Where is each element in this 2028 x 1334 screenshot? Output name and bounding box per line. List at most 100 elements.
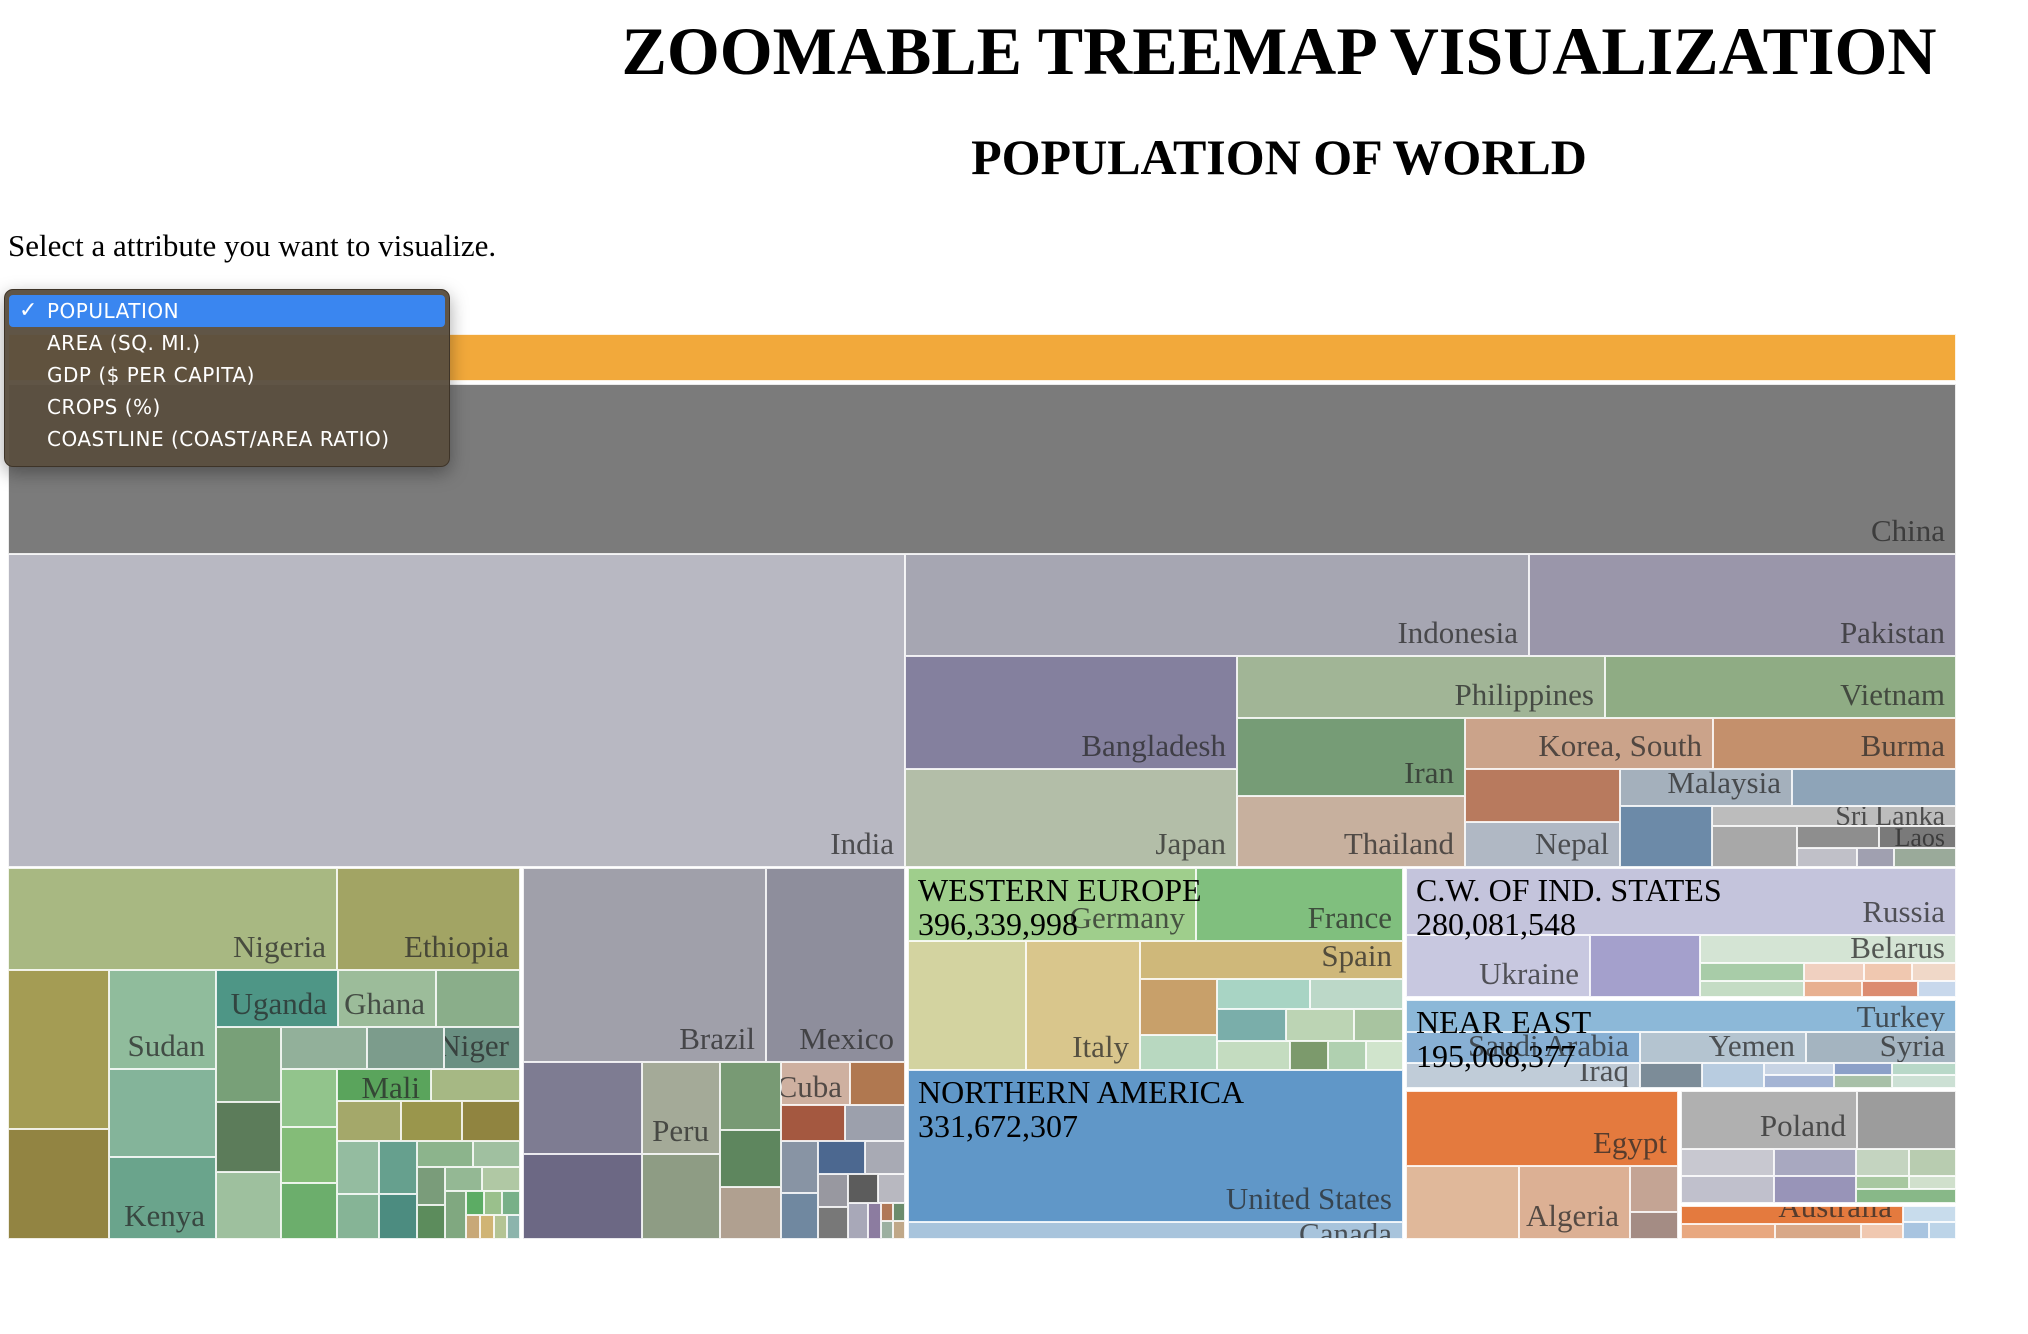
group-cw-ind-states[interactable]: Russia Ukraine Belarus C.W. OF IND. STAT… [1406, 868, 1956, 997]
cell-latam-15[interactable] [848, 1174, 878, 1203]
cell-oce-2[interactable] [1775, 1224, 1861, 1239]
cell-africa-17[interactable] [337, 1141, 379, 1194]
cell-africa-27[interactable] [445, 1191, 466, 1239]
cell-australia[interactable]: Australia [1681, 1206, 1903, 1224]
cell-latam-13[interactable] [865, 1141, 905, 1174]
option-crops[interactable]: CROPS (%) [5, 391, 449, 423]
cell-weu-11[interactable] [1328, 1041, 1366, 1070]
cell-sri-lanka[interactable]: Sri Lanka [1712, 806, 1956, 826]
cell-latam-2[interactable] [523, 1154, 642, 1239]
cell-africa-30[interactable] [502, 1191, 520, 1215]
cell-eeu-7[interactable] [1774, 1176, 1856, 1203]
cell-weu-9[interactable] [1217, 1041, 1290, 1070]
cell-mexico[interactable]: Mexico [766, 868, 905, 1062]
cell-cis-7[interactable] [1804, 981, 1862, 997]
cell-weu-6[interactable] [1217, 1009, 1286, 1041]
cell-cuba[interactable]: Cuba [781, 1062, 850, 1105]
cell-weu-4[interactable] [1217, 979, 1310, 1009]
cell-africa-10[interactable] [216, 1102, 281, 1172]
cell-united-states[interactable]: United States [908, 1070, 1403, 1222]
cell-ne-1[interactable] [1640, 1063, 1702, 1088]
cell-latam-7[interactable] [781, 1062, 850, 1105]
cell-peru[interactable]: Peru [642, 1062, 720, 1154]
cell-africa-23[interactable] [417, 1167, 445, 1205]
option-coastline[interactable]: COASTLINE (COAST/AREA RATIO) [5, 423, 449, 455]
cell-malaysia[interactable]: Malaysia [1620, 769, 1792, 806]
cell-nepal[interactable]: Nepal [1465, 822, 1620, 867]
cell-latam-5[interactable] [720, 1130, 781, 1187]
cell-uganda[interactable]: Uganda [216, 970, 338, 1027]
cell-eeu-8[interactable] [1856, 1176, 1909, 1189]
cell-iraq[interactable]: Iraq [1406, 1063, 1640, 1088]
cell-eeu-9[interactable] [1909, 1176, 1956, 1189]
cell-asia-small-2[interactable] [1792, 769, 1956, 806]
cell-mali[interactable]: Mali [337, 1069, 431, 1101]
cell-africa-5[interactable] [216, 1027, 281, 1102]
cell-russia[interactable]: Russia [1406, 868, 1956, 935]
cell-niger[interactable]: Niger [444, 1027, 520, 1069]
cell-africa-20[interactable] [473, 1141, 520, 1167]
group-western-europe[interactable]: France Germany Italy Spain WESTERN EUROP… [908, 868, 1403, 1070]
cell-poland[interactable]: Poland [1681, 1091, 1857, 1149]
group-near-east[interactable]: Turkey Saudi Arabia Yemen Syria Iraq NEA… [1406, 1000, 1956, 1088]
cell-africa-25[interactable] [482, 1167, 520, 1191]
cell-laos[interactable]: Laos [1879, 826, 1956, 848]
cell-nigeria[interactable]: Nigeria [8, 868, 337, 970]
cell-oce-3[interactable] [1861, 1224, 1903, 1239]
cell-oce-5[interactable] [1903, 1222, 1929, 1239]
cell-africa-32[interactable] [480, 1215, 494, 1239]
cell-weu-7[interactable] [1286, 1009, 1354, 1041]
cell-cis-5[interactable] [1864, 963, 1912, 981]
cell-africa-21[interactable] [337, 1194, 379, 1239]
cell-latam-23[interactable] [881, 1221, 893, 1239]
attribute-select[interactable]: ✓ POPULATION AREA (SQ. MI.) GDP ($ PER CA… [4, 289, 450, 467]
cell-iran[interactable]: Iran [1237, 718, 1465, 796]
cell-asia-small-1[interactable] [1465, 769, 1620, 822]
cell-latam-19[interactable] [848, 1203, 868, 1239]
cell-africa-34[interactable] [507, 1215, 520, 1239]
cell-italy[interactable]: Italy [1026, 941, 1140, 1070]
cell-eeu-3[interactable] [1774, 1149, 1856, 1176]
cell-ne-8[interactable] [1892, 1075, 1956, 1088]
cell-africa-22[interactable] [379, 1194, 417, 1239]
cell-weu-12[interactable] [1366, 1041, 1403, 1070]
cell-weu-10[interactable] [1290, 1041, 1328, 1070]
cell-turkey[interactable]: Turkey [1406, 1000, 1956, 1032]
cell-weu-2[interactable] [1140, 979, 1217, 1035]
cell-africa-26[interactable] [417, 1205, 445, 1239]
cell-asia-small-6[interactable] [1797, 848, 1857, 867]
cell-cis-6[interactable] [1912, 963, 1956, 981]
cell-weu-3[interactable] [1140, 1035, 1217, 1070]
cell-yemen[interactable]: Yemen [1640, 1032, 1806, 1063]
group-northern-america[interactable]: United States Canada NORTHERN AMERICA 33… [908, 1070, 1403, 1239]
cell-asia-small-5[interactable] [1797, 826, 1879, 848]
cell-pakistan[interactable]: Pakistan [1529, 554, 1956, 656]
cell-ethiopia[interactable]: Ethiopia [337, 868, 520, 970]
cell-ne-2[interactable] [1702, 1063, 1764, 1088]
cell-nafrica-3[interactable] [1630, 1212, 1678, 1239]
cell-ne-6[interactable] [1834, 1075, 1892, 1088]
cell-nafrica-1[interactable] [1406, 1166, 1519, 1239]
cell-eeu-5[interactable] [1909, 1149, 1956, 1176]
cell-eeu-1[interactable] [1857, 1091, 1956, 1149]
cell-africa-9[interactable] [431, 1069, 520, 1101]
cell-burma[interactable]: Burma [1713, 718, 1956, 769]
cell-belarus[interactable]: Belarus [1700, 935, 1956, 963]
cell-eeu-2[interactable] [1681, 1149, 1774, 1176]
cell-africa-8[interactable] [281, 1069, 337, 1127]
cell-eeu-10[interactable] [1856, 1189, 1956, 1203]
cell-latam-18[interactable] [818, 1207, 848, 1239]
cell-africa-12[interactable] [401, 1101, 462, 1141]
cell-africa-15[interactable] [216, 1172, 281, 1239]
cell-saudi-arabia[interactable]: Saudi Arabia [1406, 1032, 1640, 1063]
cell-indonesia[interactable]: Indonesia [905, 554, 1529, 656]
cell-weu-8[interactable] [1354, 1009, 1403, 1041]
cell-thailand[interactable]: Thailand [1237, 796, 1465, 867]
cell-latam-9[interactable] [781, 1105, 845, 1141]
cell-latam-12[interactable] [818, 1141, 865, 1174]
cell-bangladesh[interactable]: Bangladesh [905, 656, 1237, 769]
cell-eeu-4[interactable] [1856, 1149, 1909, 1176]
cell-latam-10[interactable] [845, 1105, 905, 1141]
cell-africa-13[interactable] [462, 1101, 520, 1141]
cell-latam-6[interactable] [720, 1187, 781, 1239]
